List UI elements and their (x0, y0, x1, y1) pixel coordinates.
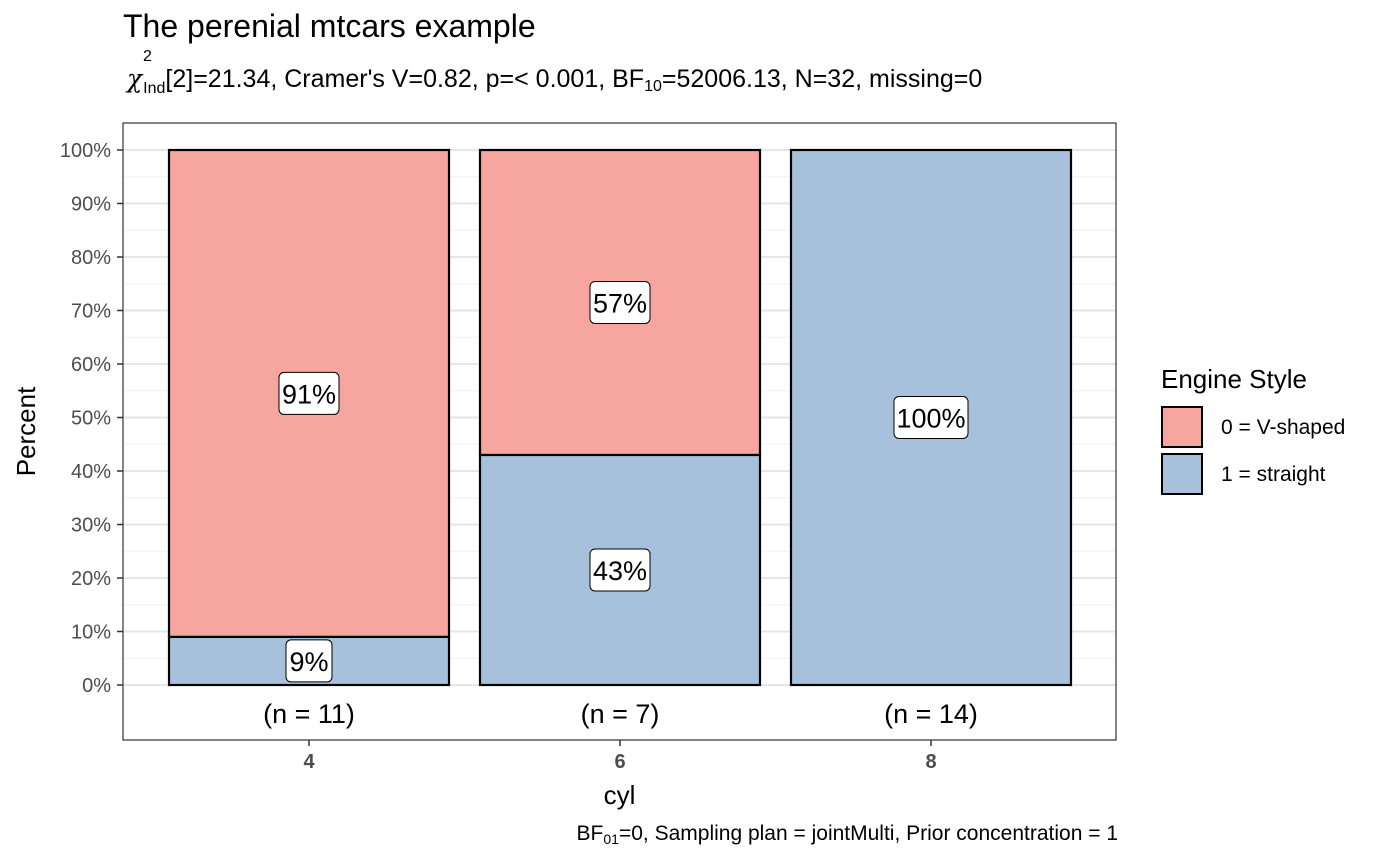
chart-title: The perenial mtcars example (123, 8, 536, 44)
y-tick-label: 10% (71, 622, 111, 644)
subtitle-bf-subscript: 10 (644, 78, 662, 95)
legend-label-v-shaped: 0 = V-shaped (1221, 416, 1346, 439)
legend-label-straight: 1 = straight (1221, 463, 1326, 486)
chi-subscript: Ind (143, 80, 166, 97)
y-tick-label: 80% (71, 247, 111, 269)
sample-size-label: (n = 14) (884, 699, 978, 729)
data-label-straight: 9% (289, 647, 328, 677)
data-label-v-shaped-box (589, 280, 651, 324)
data-label-straight: 43% (593, 556, 647, 586)
panel-border (122, 122, 1117, 741)
data-label-straight-box (285, 639, 333, 683)
y-axis-title: Percent (11, 386, 41, 476)
caption-text: =0, Sampling plan = jointMulti, Prior co… (618, 822, 1118, 845)
subtitle-stats-b: =52006.13, N=32, missing=0 (661, 65, 983, 93)
chi-superscript: 2 (143, 48, 152, 65)
x-tick-label: 8 (925, 751, 936, 773)
legend-title: Engine Style (1161, 364, 1307, 394)
caption-bf: BF (576, 822, 604, 845)
data-label-v-shaped-box (278, 371, 340, 415)
y-tick-label: 100% (60, 140, 111, 162)
caption-bf-subscript: 01 (603, 831, 619, 847)
y-tick-label: 50% (71, 408, 111, 430)
x-axis-title: cyl (604, 780, 636, 810)
sample-size-label: (n = 11) (263, 699, 355, 729)
y-tick-label: 40% (71, 461, 111, 483)
data-label-v-shaped: 57% (593, 288, 647, 318)
y-tick-label: 0% (82, 675, 111, 697)
chart-caption: BF01=0, Sampling plan = jointMulti, Prio… (577, 822, 1118, 847)
y-tick-label: 30% (71, 515, 111, 537)
y-tick-label: 20% (71, 568, 111, 590)
data-label-v-shaped: 91% (282, 379, 336, 409)
chi-symbol: χ 2 Ind (127, 48, 166, 98)
y-tick-label: 60% (71, 354, 111, 376)
x-tick-label: 4 (303, 751, 315, 773)
y-tick-label: 90% (71, 194, 111, 216)
chi-letter: χ (127, 64, 143, 93)
data-label-straight: 100% (896, 404, 965, 434)
chart-subtitle: χ 2 Ind[2]=21.34, Cramer's V=0.82, p=< 0.0… (127, 48, 983, 98)
subtitle-stats-a: [2]=21.34, Cramer's V=0.82, p=< 0.001, B… (165, 65, 645, 93)
legend-item-straight: 1 = straight (1161, 453, 1381, 497)
data-label-straight-box (893, 396, 969, 439)
data-label-straight-box (589, 548, 651, 592)
y-tick-label: 70% (71, 301, 111, 323)
x-tick-label: 6 (614, 751, 625, 773)
legend-key-straight (1161, 453, 1203, 495)
legend-key-v-shaped (1161, 406, 1203, 448)
sample-size-label: (n = 7) (581, 699, 660, 729)
legend-item-v-shaped: 0 = V-shaped (1161, 406, 1381, 450)
